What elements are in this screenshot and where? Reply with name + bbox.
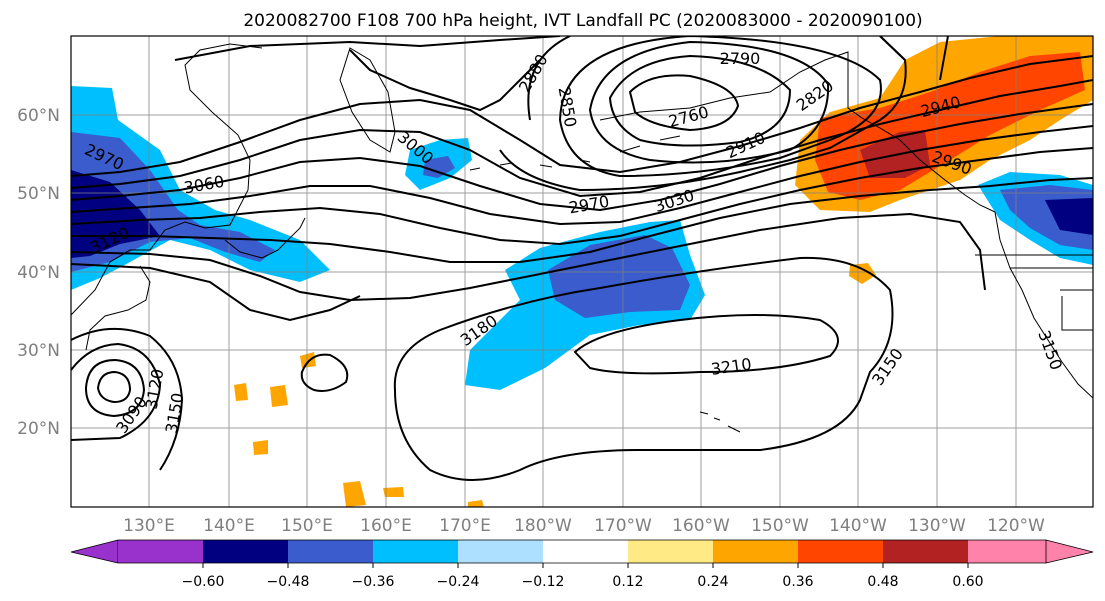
height-contour	[71, 263, 361, 322]
height-contour	[628, 74, 740, 132]
latitude-labels: 60°N 50°N 40°N 30°N 20°N	[17, 106, 60, 439]
height-contour	[349, 49, 541, 112]
map-title: 2020082700 F108 700 hPa height, IVT Land…	[243, 11, 922, 31]
colorbar-segment	[288, 540, 373, 563]
state-borders	[975, 254, 1093, 331]
map-frame	[70, 35, 1094, 508]
ivt-region-nw-america	[1045, 198, 1093, 235]
height-contour	[71, 212, 986, 302]
colorbar-segment	[883, 540, 968, 563]
lon-label: 170°E	[439, 516, 491, 536]
height-contour	[608, 54, 792, 147]
ivt-patch	[270, 385, 288, 407]
colorbar-segment	[798, 540, 883, 563]
colorbar-tick-label: 0.48	[867, 574, 898, 590]
colorbar-tick-label: 0.24	[697, 574, 728, 590]
lon-label: 130°E	[123, 516, 175, 536]
colorbar-tick-label: 0.12	[612, 574, 643, 590]
height-contour	[558, 36, 882, 178]
colorbar-segment	[373, 540, 458, 563]
colorbar-segment	[458, 540, 543, 563]
lat-label: 60°N	[17, 106, 60, 126]
lon-label: 140°W	[829, 516, 887, 536]
height-contour	[300, 353, 349, 392]
lon-label: 180°W	[514, 516, 572, 536]
map-panel: 2790 2880 2850 2760 2820 2910 2940 2990 …	[70, 35, 1094, 508]
height-contour	[393, 256, 894, 481]
colorbar-segment	[628, 540, 713, 563]
ivt-region-bering	[423, 156, 455, 178]
height-contour	[71, 177, 1093, 263]
lat-label: 40°N	[17, 263, 60, 283]
ivt-patch	[468, 500, 484, 507]
lat-label: 20°N	[17, 419, 60, 439]
ivt-patch	[253, 440, 268, 455]
height-contour	[573, 314, 839, 375]
colorbar-tick-label: −0.36	[352, 574, 395, 590]
ivt-patch	[849, 263, 876, 284]
coastline-kamchatka	[339, 47, 396, 153]
contour-label: 2790	[720, 49, 761, 68]
colorbar-extend-high	[1045, 539, 1094, 564]
ivt-patch	[383, 487, 404, 497]
colorbar-segment	[203, 540, 288, 563]
coastline-na-west	[994, 211, 1093, 399]
colorbar-segment	[118, 540, 203, 563]
colorbar-tick-label: −0.12	[522, 574, 565, 590]
coastline-korea-china	[85, 265, 151, 351]
lat-label: 50°N	[17, 184, 60, 204]
coastline-asia	[71, 43, 263, 316]
height-contour	[71, 327, 184, 471]
height-contour	[588, 40, 830, 164]
colorbar-segment	[713, 540, 798, 563]
colorbar-tick-label: 0.60	[952, 574, 983, 590]
colorbar: −0.60 −0.48 −0.36 −0.24 −0.12 0.12 0.24 …	[70, 539, 1094, 590]
colorbar-tick-label: 0.36	[782, 574, 813, 590]
height-contour	[71, 103, 1093, 212]
ivt-patch	[343, 481, 366, 507]
coastlines	[71, 43, 1093, 433]
height-contour	[71, 342, 162, 441]
lon-label: 140°E	[203, 516, 255, 536]
colorbar-tick-label: −0.48	[267, 574, 310, 590]
height-contour	[71, 55, 1093, 177]
height-contour	[71, 125, 1093, 226]
height-contour	[174, 36, 561, 61]
lon-label: 170°W	[594, 516, 652, 536]
lon-label: 130°W	[908, 516, 966, 536]
colorbar-outline	[118, 539, 1046, 564]
ivt-patch	[234, 383, 248, 401]
height-contour	[71, 147, 1093, 246]
height-contour	[879, 36, 949, 81]
colorbar-tick-label: −0.24	[437, 574, 480, 590]
colorbar-segment	[968, 540, 1046, 563]
lon-label: 150°E	[281, 516, 333, 536]
height-contour	[96, 370, 132, 404]
lon-label: 120°W	[987, 516, 1045, 536]
coastline-alaska	[599, 51, 996, 213]
coastline-hawaii	[699, 411, 741, 433]
colorbar-tick-label: −0.60	[182, 574, 225, 590]
height-contours	[71, 36, 1093, 481]
ivt-region-central	[548, 235, 690, 318]
longitude-labels: 130°E 140°E 150°E 160°E 170°E 180°W 170°…	[123, 516, 1045, 536]
height-contour	[84, 358, 146, 418]
lon-label: 150°W	[751, 516, 809, 536]
colorbar-extend-low	[70, 539, 119, 564]
lat-label: 30°N	[17, 341, 60, 361]
colorbar-segment	[543, 540, 628, 563]
coastline-japan	[224, 217, 306, 259]
lon-label: 160°E	[360, 516, 412, 536]
lon-label: 160°W	[672, 516, 730, 536]
colorbar-ticks	[202, 563, 969, 568]
height-contour	[71, 79, 1093, 198]
ivt-patch	[300, 352, 316, 368]
coastline-aleutians	[469, 135, 681, 171]
